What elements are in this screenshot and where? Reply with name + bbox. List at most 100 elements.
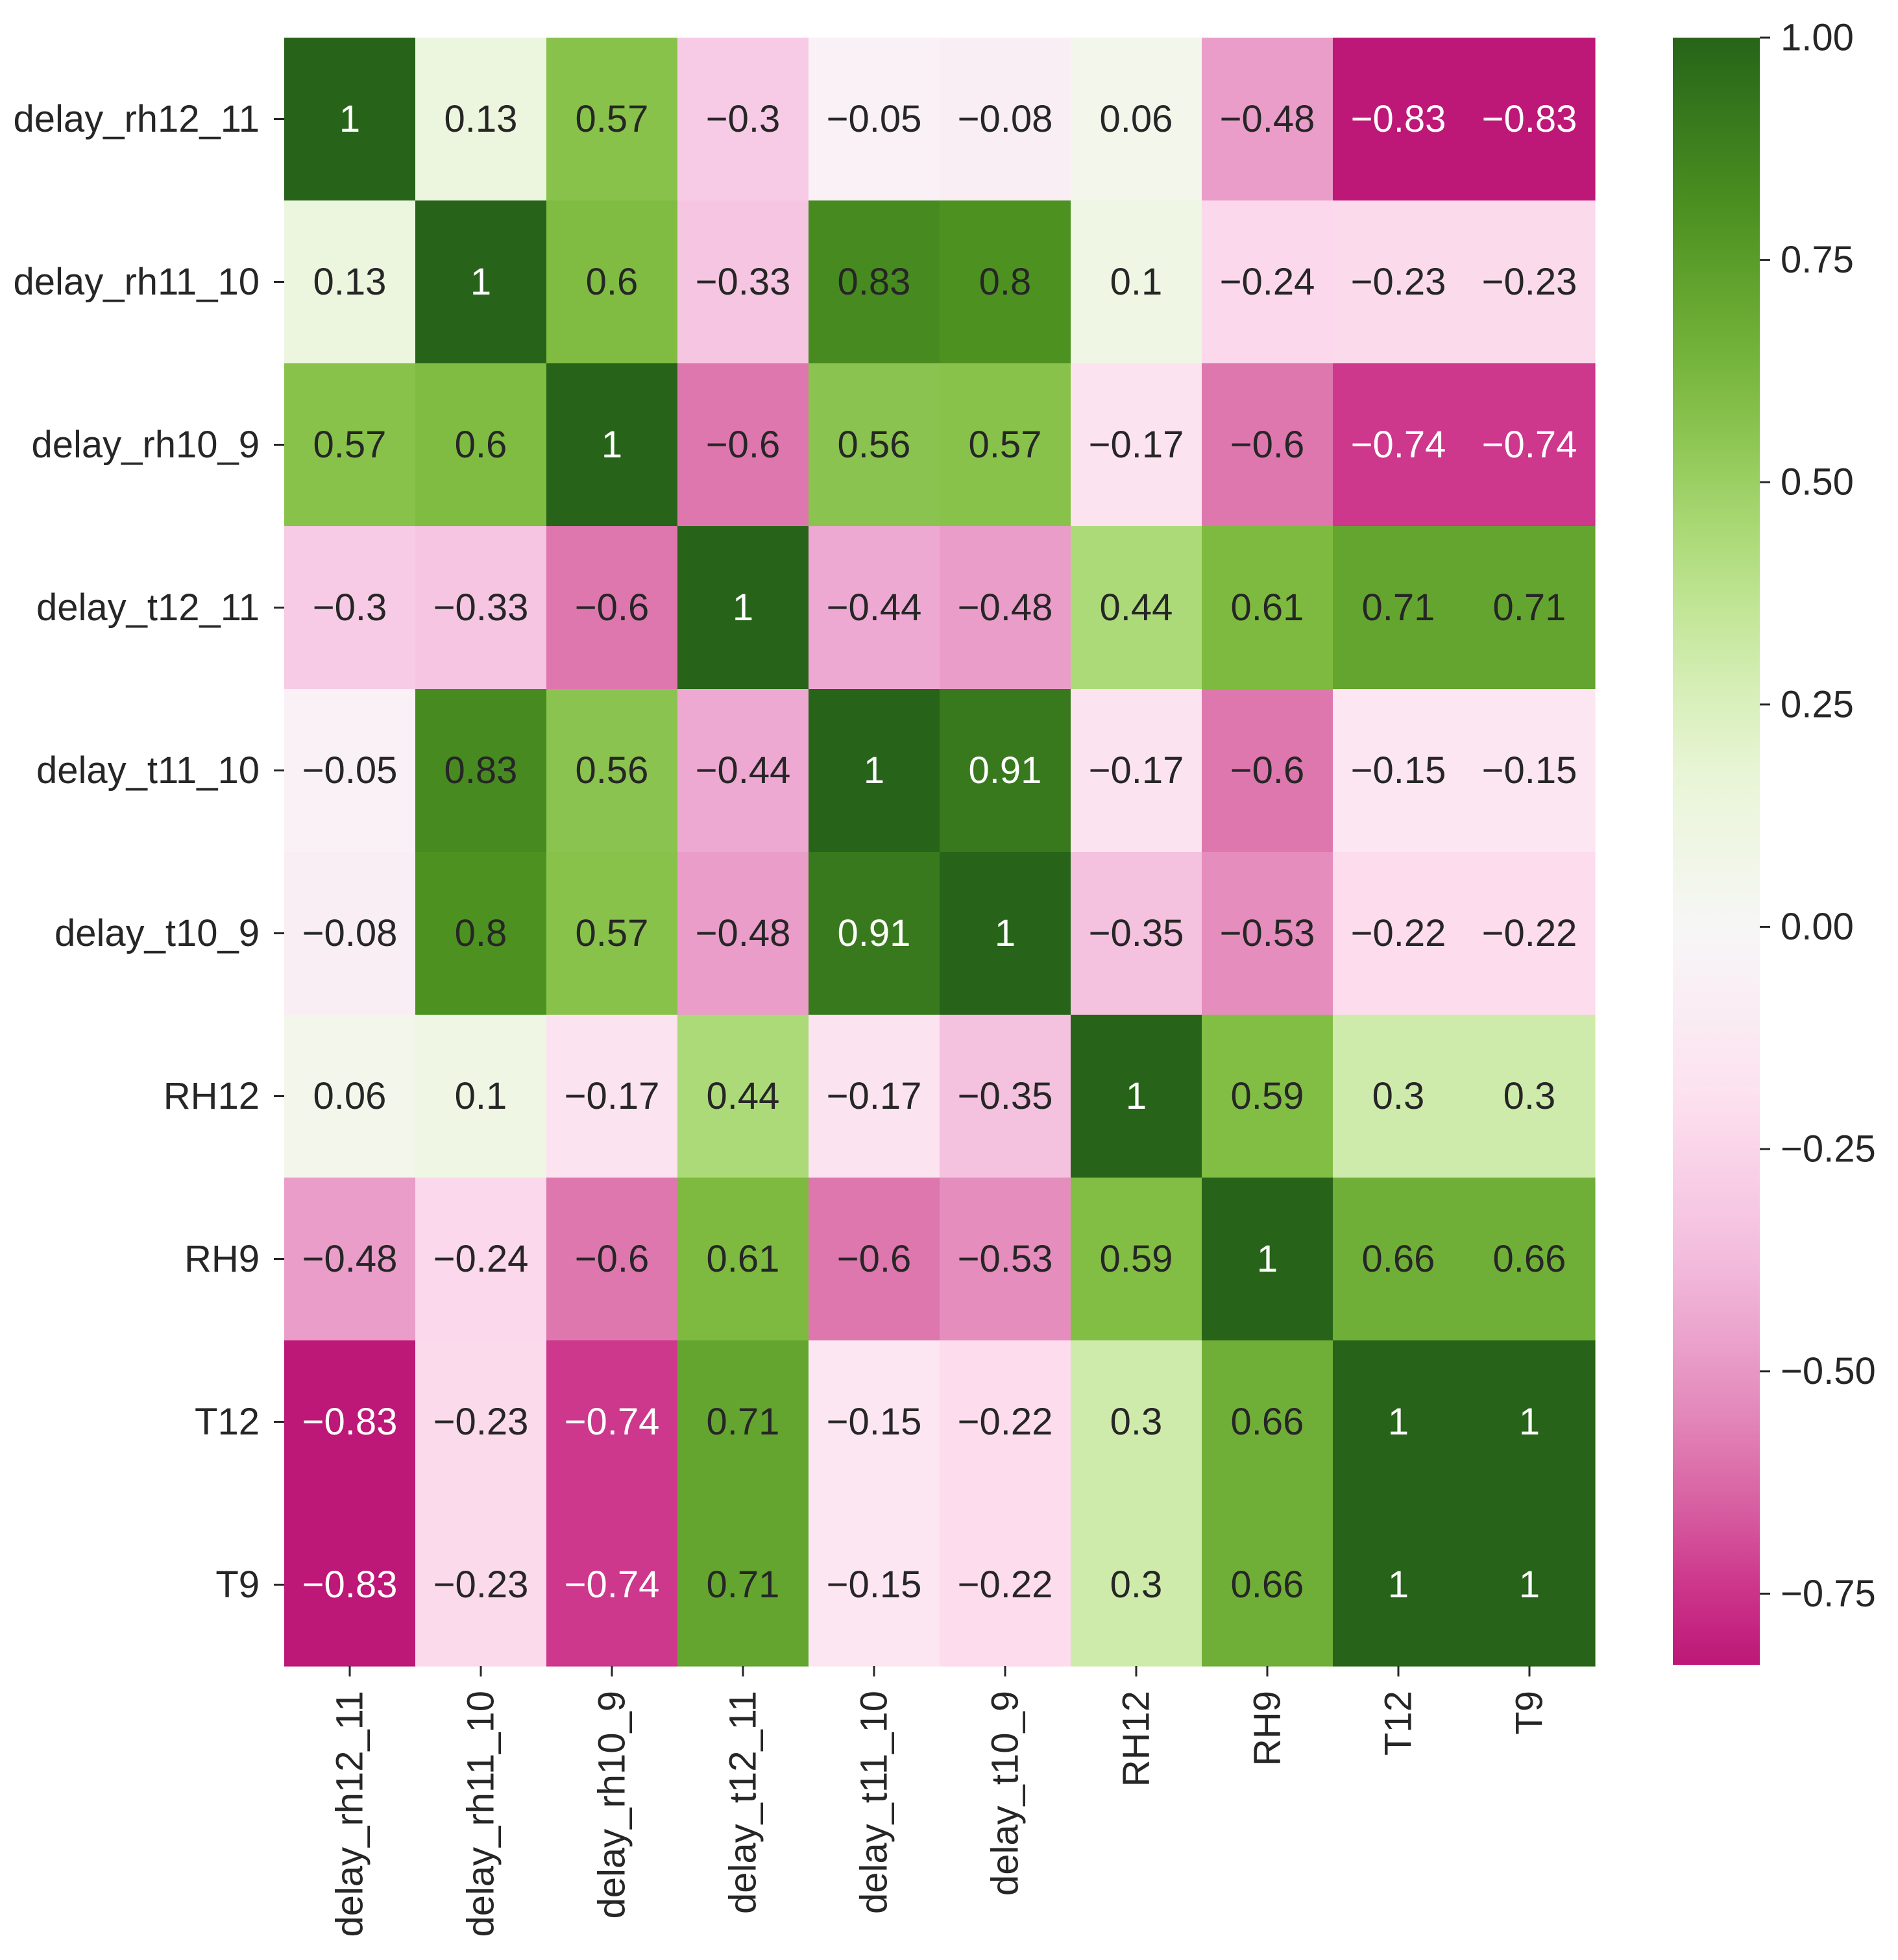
- cell-value-label: 0.57: [576, 98, 649, 140]
- heatmap-cell: [415, 200, 547, 364]
- heatmap-cell: [809, 689, 940, 853]
- cell-value-label: 0.8: [455, 912, 507, 954]
- heatmap-cell: [1202, 689, 1333, 853]
- cell-value-label: −0.35: [1089, 912, 1184, 954]
- cell-value-label: −0.22: [1351, 912, 1446, 954]
- heatmap-cell: [1071, 1503, 1202, 1667]
- cell-value-label: −0.3: [313, 587, 387, 629]
- heatmap-cell: [546, 1178, 678, 1341]
- heatmap-cell: [677, 1178, 809, 1341]
- y-tick-label: delay_t12_11: [36, 587, 260, 629]
- heatmap-cell: [1202, 1340, 1333, 1504]
- heatmap-cell: [284, 200, 416, 364]
- cell-value-label: −0.44: [696, 749, 791, 792]
- heatmap-cell: [1333, 526, 1465, 690]
- heatmap-cell: [546, 852, 678, 1015]
- y-tick-label: delay_t10_9: [55, 912, 260, 954]
- cell-value-label: 0.91: [969, 749, 1042, 792]
- heatmap-cells: [284, 38, 1596, 1667]
- colorbar-tick-label: −0.25: [1781, 1128, 1876, 1170]
- cell-value-label: 0.83: [838, 261, 911, 303]
- heatmap-cell: [1333, 1340, 1465, 1504]
- heatmap-cell: [940, 852, 1071, 1015]
- cell-value-label: −0.74: [1482, 424, 1577, 466]
- x-tick-label: delay_rh10_9: [591, 1691, 633, 1919]
- colorbar-tick-label: 0.00: [1781, 906, 1854, 948]
- cell-value-label: 0.44: [707, 1075, 780, 1117]
- heatmap-cell: [1071, 1178, 1202, 1341]
- cell-value-label: 0.71: [707, 1564, 780, 1606]
- heatmap-cell: [809, 38, 940, 201]
- cell-value-label: −0.33: [696, 261, 791, 303]
- cell-value-label: −0.17: [565, 1075, 660, 1117]
- cell-value-label: 0.1: [455, 1075, 507, 1117]
- heatmap-cell: [546, 689, 678, 853]
- heatmap-cell: [415, 1178, 547, 1341]
- heatmap-cell: [1202, 200, 1333, 364]
- heatmap-cell: [1071, 526, 1202, 690]
- heatmap-cell: [677, 200, 809, 364]
- y-tick-label: RH9: [184, 1238, 260, 1280]
- heatmap-cell: [284, 1503, 416, 1667]
- heatmap-cell: [1202, 363, 1333, 527]
- x-tick-label: RH9: [1247, 1691, 1289, 1766]
- heatmap-cell: [1333, 1503, 1465, 1667]
- heatmap-cell: [809, 1178, 940, 1341]
- cell-value-label: 0.66: [1362, 1238, 1435, 1280]
- cell-value-label: −0.22: [958, 1564, 1053, 1606]
- heatmap-cell: [1202, 526, 1333, 690]
- heatmap-cell: [677, 38, 809, 201]
- heatmap-cell: [1071, 1340, 1202, 1504]
- cell-value-label: −0.48: [958, 587, 1053, 629]
- cell-value-label: 0.3: [1110, 1564, 1163, 1606]
- x-tick-label: RH12: [1115, 1691, 1158, 1787]
- heatmap-cell: [1464, 1178, 1596, 1341]
- cell-value-label: −0.6: [575, 587, 650, 629]
- heatmap-cell: [940, 526, 1071, 690]
- cell-value-label: 0.66: [1231, 1401, 1304, 1443]
- y-tick-label: T12: [195, 1401, 260, 1443]
- cell-value-label: 1: [602, 424, 622, 466]
- cell-value-label: −0.23: [433, 1401, 529, 1443]
- heatmap-cell: [1464, 200, 1596, 364]
- heatmap-cell: [677, 1503, 809, 1667]
- cell-value-label: −0.22: [1482, 912, 1577, 954]
- x-tick-label: delay_t11_10: [853, 1691, 895, 1914]
- heatmap-cell: [546, 1015, 678, 1178]
- colorbar-tick-label: 0.75: [1781, 239, 1854, 281]
- cell-value-label: −0.17: [1089, 424, 1184, 466]
- cell-value-label: 0.13: [444, 98, 518, 140]
- cell-value-label: −0.33: [433, 587, 529, 629]
- colorbar-ticks: 1.00 0.75 0.50 0.25 0.00 −0.25 −0.50 −0.75: [1760, 17, 1876, 1615]
- heatmap-cell: [546, 1503, 678, 1667]
- cell-value-label: 0.61: [1231, 587, 1304, 629]
- cell-value-label: 0.3: [1110, 1401, 1163, 1443]
- heatmap-cell: [415, 1503, 547, 1667]
- cell-value-label: 0.71: [707, 1401, 780, 1443]
- cell-value-label: −0.6: [575, 1238, 650, 1280]
- heatmap-cell: [809, 200, 940, 364]
- heatmap-cell: [940, 689, 1071, 853]
- heatmap-cell: [809, 1503, 940, 1667]
- cell-value-label: −0.6: [837, 1238, 912, 1280]
- heatmap-cell: [677, 526, 809, 690]
- cell-value-label: 0.6: [586, 261, 639, 303]
- heatmap-cell: [415, 38, 547, 201]
- heatmap-cell: [1333, 363, 1465, 527]
- cell-value-label: −0.74: [565, 1401, 660, 1443]
- cell-value-label: 0.57: [576, 912, 649, 954]
- heatmap-cell: [284, 526, 416, 690]
- cell-value-label: 0.59: [1231, 1075, 1304, 1117]
- heatmap-cell: [940, 200, 1071, 364]
- cell-value-label: 0.13: [313, 261, 387, 303]
- x-tick-label: delay_rh12_11: [329, 1691, 371, 1937]
- colorbar-tick-label: 1.00: [1781, 17, 1854, 59]
- cell-value-label: −0.6: [706, 424, 781, 466]
- heatmap-cell: [1333, 689, 1465, 853]
- heatmap-cell: [415, 1340, 547, 1504]
- cell-value-label: −0.83: [302, 1401, 398, 1443]
- cell-value-label: −0.83: [1351, 98, 1446, 140]
- heatmap-cell: [1071, 689, 1202, 853]
- cell-value-label: −0.23: [1482, 261, 1577, 303]
